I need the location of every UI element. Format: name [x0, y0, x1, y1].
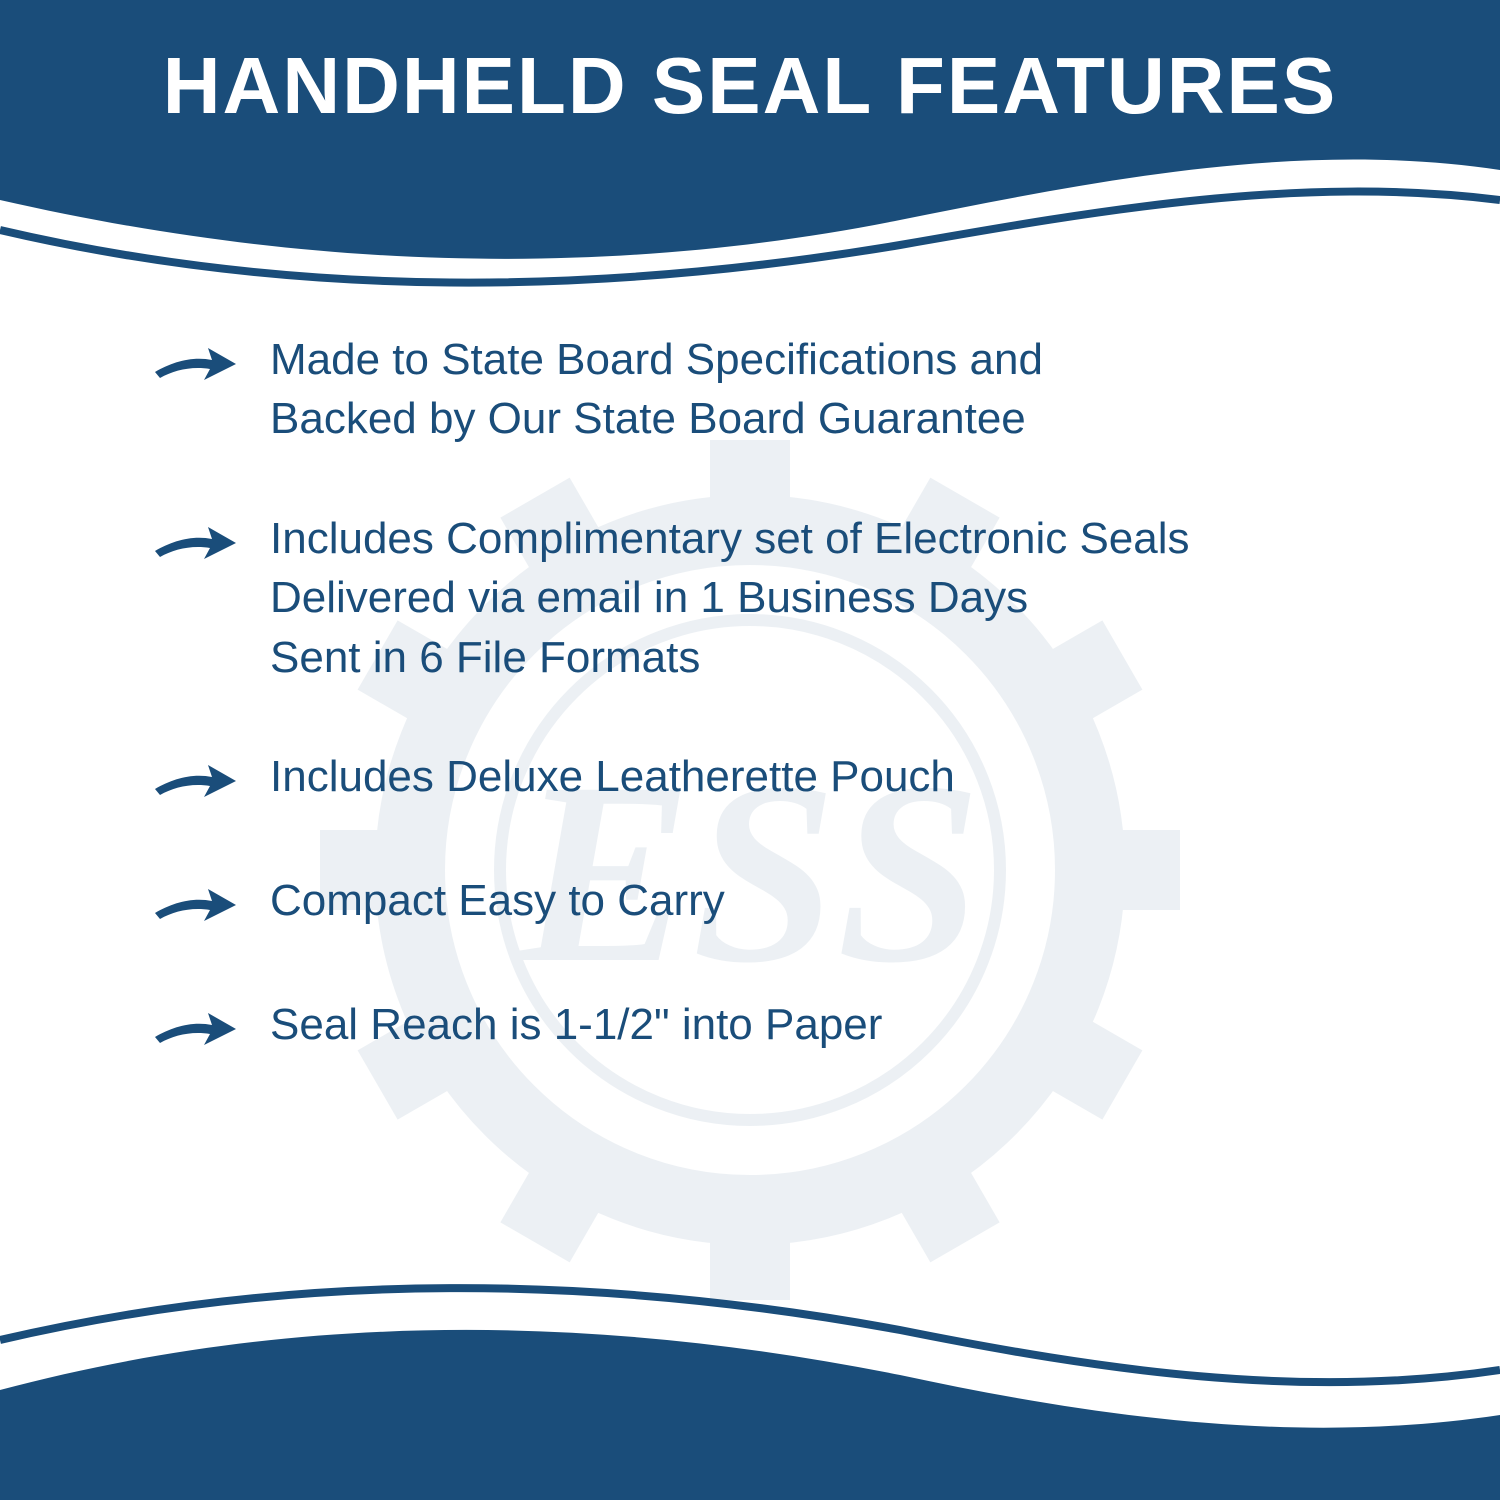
- feature-list: Made to State Board Specifications and B…: [150, 330, 1400, 1119]
- feature-text: Includes Deluxe Leatherette Pouch: [270, 747, 955, 806]
- footer-wave: [0, 1280, 1500, 1500]
- arrow-icon: [150, 875, 240, 935]
- list-item: Includes Complimentary set of Electronic…: [150, 509, 1400, 687]
- feature-text: Seal Reach is 1-1/2" into Paper: [270, 995, 882, 1054]
- list-item: Includes Deluxe Leatherette Pouch: [150, 747, 1400, 811]
- feature-text: Made to State Board Specifications and B…: [270, 330, 1043, 449]
- feature-text: Includes Complimentary set of Electronic…: [270, 509, 1190, 687]
- arrow-icon: [150, 751, 240, 811]
- feature-text: Compact Easy to Carry: [270, 871, 725, 930]
- arrow-icon: [150, 999, 240, 1059]
- list-item: Seal Reach is 1-1/2" into Paper: [150, 995, 1400, 1059]
- arrow-icon: [150, 334, 240, 394]
- arrow-icon: [150, 513, 240, 573]
- page-title: HANDHELD SEAL FEATURES: [0, 40, 1500, 132]
- list-item: Compact Easy to Carry: [150, 871, 1400, 935]
- list-item: Made to State Board Specifications and B…: [150, 330, 1400, 449]
